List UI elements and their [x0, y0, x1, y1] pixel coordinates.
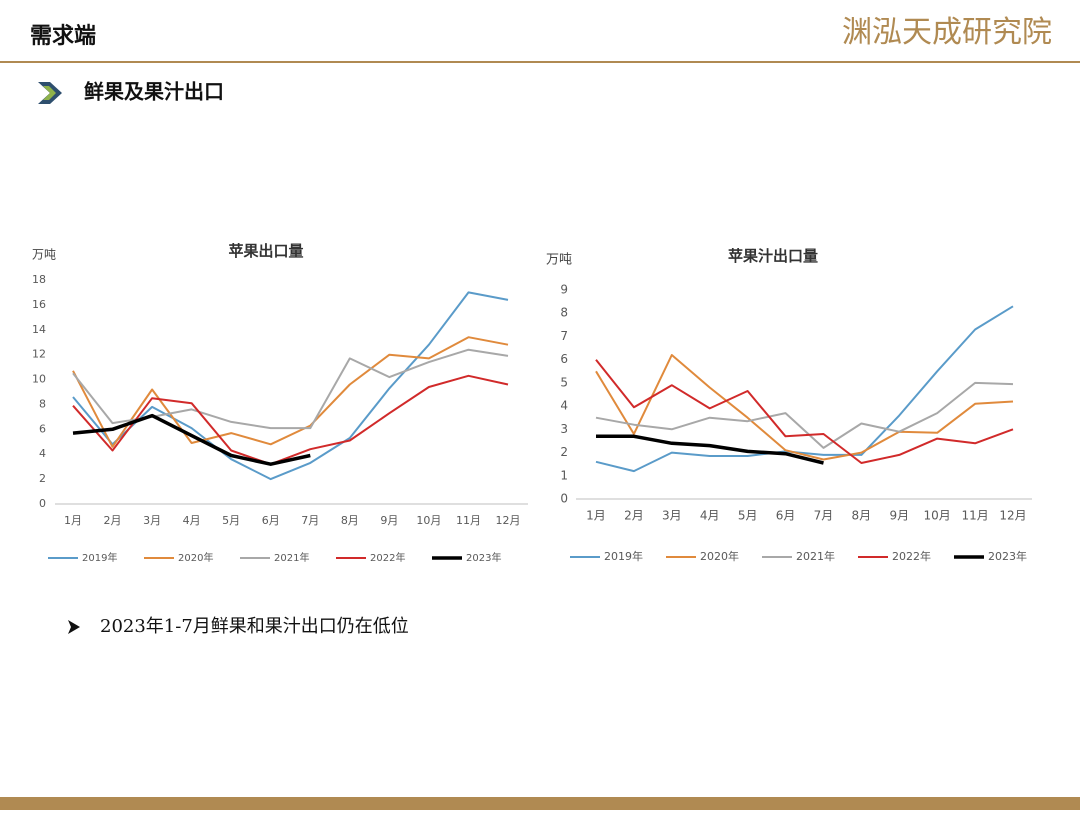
y-tick-label: 12 — [32, 348, 46, 361]
legend-label: 2022年 — [892, 549, 931, 563]
x-tick-label: 6月 — [776, 509, 796, 523]
y-tick-label: 0 — [39, 497, 46, 510]
x-tick-label: 1月 — [586, 509, 606, 523]
y-axis-label: 万吨 — [546, 253, 572, 268]
legend-label: 2020年 — [700, 549, 739, 563]
x-tick-label: 5月 — [738, 509, 758, 523]
x-tick-label: 10月 — [416, 514, 441, 527]
y-tick-label: 8 — [39, 397, 46, 410]
bullet-icon — [68, 620, 80, 634]
header-title: 需求端 — [30, 23, 96, 49]
section-title: 鲜果及果汁出口 — [84, 80, 224, 104]
chart-title: 苹果汁出口量 — [728, 247, 818, 265]
x-tick-label: 7月 — [814, 509, 834, 523]
y-tick-label: 4 — [560, 399, 568, 413]
x-tick-label: 4月 — [183, 514, 201, 527]
series-line — [595, 354, 1014, 461]
logo: 渊泓天成研究院 — [842, 15, 1052, 50]
x-tick-label: 4月 — [700, 509, 720, 523]
bullet-text: 2023年1-7月鲜果和果汁出口仍在低位 — [100, 616, 409, 637]
legend-label: 2019年 — [604, 549, 643, 563]
y-tick-label: 5 — [560, 375, 568, 389]
y-tick-label: 0 — [560, 492, 568, 506]
y-tick-label: 6 — [39, 422, 46, 435]
series-line — [596, 434, 824, 465]
y-tick-label: 14 — [32, 323, 46, 336]
legend-label: 2022年 — [370, 551, 405, 564]
series-line — [595, 305, 1014, 473]
y-tick-label: 7 — [560, 329, 568, 343]
y-tick-label: 4 — [39, 447, 46, 460]
x-tick-label: 6月 — [262, 514, 280, 527]
section-icon-inner — [43, 86, 56, 100]
y-axis-label: 万吨 — [32, 248, 56, 262]
y-tick-label: 9 — [560, 283, 568, 297]
legend-label: 2021年 — [274, 551, 309, 564]
x-tick-label: 2月 — [104, 514, 122, 527]
x-tick-label: 2月 — [624, 509, 644, 523]
legend-label: 2020年 — [178, 551, 213, 564]
series-line — [595, 381, 1014, 449]
y-tick-label: 2 — [560, 445, 568, 459]
y-tick-label: 2 — [39, 472, 46, 485]
footer-bar — [0, 797, 1080, 810]
y-tick-label: 16 — [32, 298, 46, 311]
series-line — [72, 413, 311, 466]
y-tick-label: 6 — [560, 352, 568, 366]
series-line — [72, 291, 509, 481]
legend-label: 2019年 — [82, 551, 117, 564]
series-line — [72, 374, 509, 466]
legend-label: 2021年 — [796, 549, 835, 563]
x-tick-label: 8月 — [341, 514, 359, 527]
y-tick-label: 18 — [32, 273, 46, 286]
x-tick-label: 3月 — [143, 514, 161, 527]
y-tick-label: 8 — [560, 306, 568, 320]
x-tick-label: 12月 — [999, 509, 1026, 523]
x-tick-label: 10月 — [924, 509, 951, 523]
x-tick-label: 5月 — [222, 514, 240, 527]
x-tick-label: 12月 — [496, 514, 521, 527]
x-tick-label: 3月 — [662, 509, 682, 523]
x-tick-label: 8月 — [852, 509, 872, 523]
x-tick-label: 11月 — [961, 509, 988, 523]
series-line — [72, 336, 509, 448]
y-tick-label: 3 — [560, 422, 568, 436]
x-tick-label: 9月 — [380, 514, 398, 527]
x-tick-label: 7月 — [301, 514, 319, 527]
legend-label: 2023年 — [466, 551, 501, 564]
y-tick-label: 1 — [560, 468, 568, 482]
x-tick-label: 9月 — [889, 509, 909, 523]
x-tick-label: 11月 — [456, 514, 481, 527]
x-tick-label: 1月 — [64, 514, 82, 527]
legend-label: 2023年 — [988, 549, 1027, 563]
y-tick-label: 10 — [32, 373, 46, 386]
chart-title: 苹果出口量 — [228, 242, 303, 260]
series-line — [595, 359, 1014, 464]
